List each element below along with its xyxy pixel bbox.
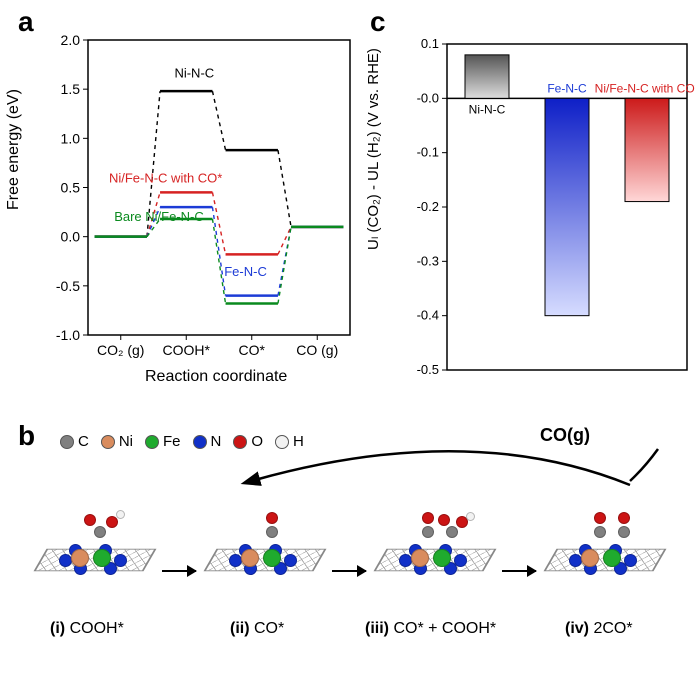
arrow-recycle xyxy=(200,435,670,505)
legend-Fe: Fe xyxy=(145,433,181,450)
svg-text:Fe-N-C: Fe-N-C xyxy=(224,264,267,279)
svg-text:Ni/Fe-N-C with CO*: Ni/Fe-N-C with CO* xyxy=(595,81,695,95)
free-energy-chart-svg: -1.0 -0.5 0.0 0.5 1.0 1.5 2.0 CO₂ (g) COOH* CO* CO… xyxy=(40,30,360,390)
panelC-ylabel: Uₗ (CO₂) - UL (H₂) (V vs. RHE) xyxy=(364,48,382,250)
svg-text:Ni-N-C: Ni-N-C xyxy=(469,102,506,116)
arrow-ii-iii xyxy=(332,570,366,572)
free-energy-chart: -1.0 -0.5 0.0 0.5 1.0 1.5 2.0 CO₂ (g) COOH* CO* CO… xyxy=(40,30,360,390)
svg-text:0.0: 0.0 xyxy=(61,229,81,245)
selectivity-bar-chart-svg: -0.5 -0.4 -0.3 -0.2 -0.1 -0.0 0.1 Ni-N-C Fe-N-C N… xyxy=(395,30,695,390)
svg-text:-0.5: -0.5 xyxy=(417,362,439,377)
svg-text:1.0: 1.0 xyxy=(61,130,81,146)
svg-text:-0.0: -0.0 xyxy=(417,90,439,105)
svg-text:CO*: CO* xyxy=(239,342,266,358)
svg-text:Ni-N-C: Ni-N-C xyxy=(174,65,214,80)
state-i xyxy=(30,480,160,590)
svg-text:Ni/Fe-N-C with CO*: Ni/Fe-N-C with CO* xyxy=(109,171,222,186)
arrow-i-ii xyxy=(162,570,196,572)
selectivity-bar-chart: -0.5 -0.4 -0.3 -0.2 -0.1 -0.0 0.1 Ni-N-C Fe-N-C N… xyxy=(395,30,695,390)
svg-text:-0.3: -0.3 xyxy=(417,253,439,268)
svg-text:Fe-N-C: Fe-N-C xyxy=(547,81,587,95)
mechanism-panel: CNiFeNOH CO(g) (i) COOH* (ii) CO* (iii) … xyxy=(20,425,680,695)
svg-text:COOH*: COOH* xyxy=(163,342,211,358)
panelA-ylabel: Free energy (eV) xyxy=(5,89,23,210)
panelA-xlabel: Reaction coordinate xyxy=(145,368,287,386)
state-label-iii: (iii) CO* + COOH* xyxy=(365,620,496,638)
svg-text:-0.1: -0.1 xyxy=(417,145,439,160)
state-label-ii: (ii) CO* xyxy=(230,620,284,638)
svg-text:CO₂ (g): CO₂ (g) xyxy=(97,342,144,358)
state-label-i: (i) COOH* xyxy=(50,620,124,638)
svg-text:0.1: 0.1 xyxy=(421,36,439,51)
svg-text:Bare Ni/Fe-N-C: Bare Ni/Fe-N-C xyxy=(114,209,204,224)
svg-text:0.5: 0.5 xyxy=(61,180,81,196)
legend-Ni: Ni xyxy=(101,433,133,450)
svg-text:-0.4: -0.4 xyxy=(417,308,439,323)
state-label-iv: (iv) 2CO* xyxy=(565,620,633,638)
svg-text:2.0: 2.0 xyxy=(61,32,81,48)
panel-label-c: c xyxy=(370,6,386,38)
legend-C: C xyxy=(60,433,89,450)
svg-text:-0.5: -0.5 xyxy=(56,278,80,294)
svg-text:-0.2: -0.2 xyxy=(417,199,439,214)
svg-text:-1.0: -1.0 xyxy=(56,327,80,343)
panel-label-a: a xyxy=(18,6,34,38)
svg-text:CO (g): CO (g) xyxy=(296,342,338,358)
arrow-iii-iv xyxy=(502,570,536,572)
svg-text:1.5: 1.5 xyxy=(61,81,81,97)
